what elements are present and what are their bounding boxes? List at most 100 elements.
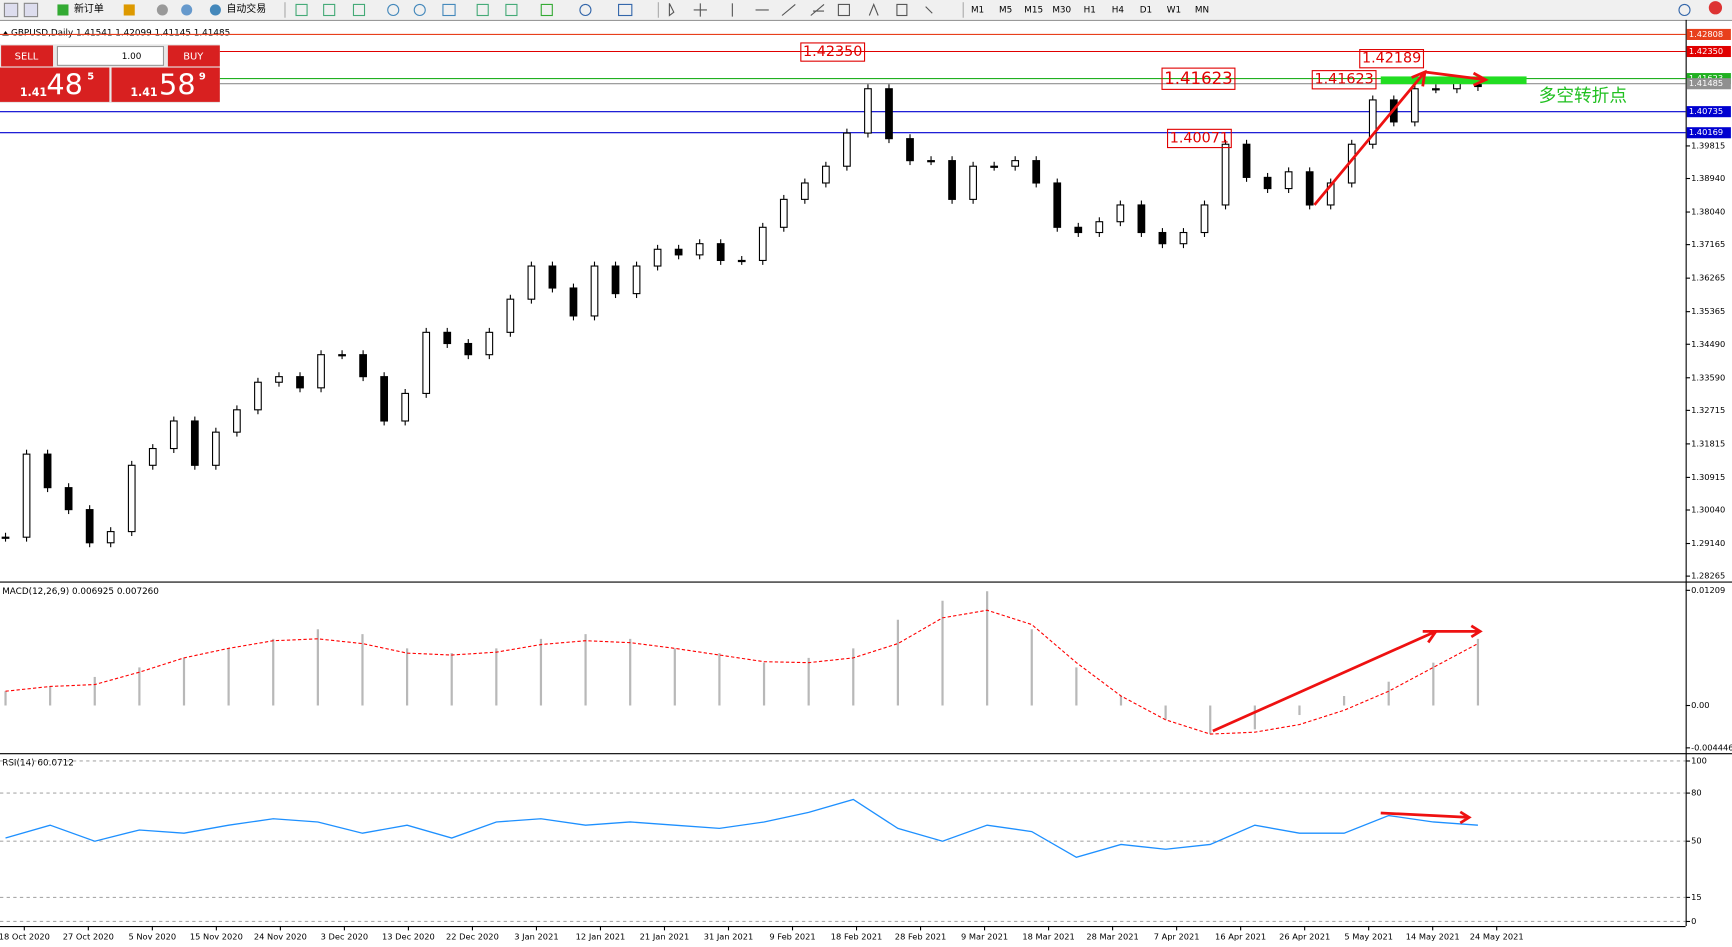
auto-trading[interactable]: 自动交易 [226, 2, 266, 15]
timeframe[interactable]: D1 [1140, 5, 1152, 15]
candle [716, 243, 725, 262]
candle [674, 248, 683, 256]
icon[interactable] [209, 4, 221, 16]
trendline-tool[interactable] [781, 4, 796, 16]
timeframe[interactable]: M15 [1024, 5, 1043, 15]
icon[interactable] [579, 3, 592, 17]
x-tick-label: 15 Nov 2020 [190, 932, 243, 942]
price-level-label: 1.41485 [1689, 78, 1723, 88]
candle [864, 88, 872, 134]
candle [106, 531, 115, 544]
icon[interactable] [505, 3, 518, 17]
candle [779, 198, 788, 228]
icon[interactable] [123, 4, 135, 16]
sell-price-box[interactable] [0, 67, 110, 102]
icon[interactable] [442, 3, 456, 17]
candle [22, 453, 31, 538]
text-tool[interactable] [868, 2, 879, 16]
plot: GBPUSD,Daily 1.41541 1.42099 1.41145 1.4… [0, 29, 1732, 942]
icon[interactable] [540, 3, 553, 17]
x-tick-label: 26 Apr 2021 [1279, 932, 1330, 942]
candle [948, 160, 956, 200]
buy-label[interactable]: BUY [183, 51, 204, 62]
candle [1011, 160, 1020, 167]
icon[interactable] [618, 3, 633, 17]
y-tick-label: 1.36265 [1691, 273, 1725, 283]
candle [1263, 176, 1272, 190]
timeframe[interactable]: M30 [1052, 5, 1071, 15]
candle [843, 132, 851, 167]
pane-title: GBPUSD,Daily 1.41541 1.42099 1.41145 1.4… [11, 29, 230, 39]
candle [1432, 88, 1440, 91]
lot-input[interactable] [56, 45, 165, 66]
new-order[interactable]: 新订单 [74, 2, 104, 15]
sell-price-head: 1.41 [20, 86, 47, 99]
x-tick-label: 24 Nov 2020 [254, 932, 307, 942]
arrow-tool[interactable] [925, 6, 933, 14]
channel-tool[interactable] [810, 4, 825, 16]
x-tick-label: 5 May 2021 [1344, 932, 1393, 942]
x-tick-label: 18 Oct 2020 [0, 932, 50, 942]
x-tick-label: 22 Dec 2020 [446, 932, 499, 942]
y-tick-label: 1.30040 [1691, 504, 1725, 514]
icon[interactable] [352, 3, 366, 17]
y-tick-label: 1.29140 [1691, 538, 1725, 548]
crosshair-tool[interactable] [693, 3, 707, 17]
lot[interactable]: 1.00 [122, 52, 142, 62]
buy-price-box[interactable] [111, 67, 220, 102]
label-tool[interactable] [896, 3, 908, 17]
candle [590, 265, 599, 317]
icon[interactable] [387, 3, 400, 17]
sell-button[interactable] [1, 45, 54, 67]
candle [359, 354, 367, 378]
timeframe[interactable]: M5 [999, 5, 1012, 15]
candle [422, 331, 431, 394]
annotation-box [1167, 128, 1232, 149]
candle [611, 265, 620, 295]
buy-price-main: 58 [159, 67, 196, 101]
pane-title: MACD(12,26,9) 0.006925 0.007260 [2, 587, 159, 597]
sell-label[interactable]: SELL [15, 51, 39, 62]
icon[interactable] [156, 4, 168, 16]
y-tick-label: 0.01209 [1691, 585, 1725, 595]
fibo-tool[interactable] [837, 3, 850, 17]
candle [1284, 171, 1293, 190]
timeframe[interactable]: M1 [971, 5, 984, 15]
x-tick-label: 21 Jan 2021 [640, 932, 690, 942]
icon[interactable] [23, 2, 39, 18]
cursor-tool[interactable] [668, 3, 675, 17]
annotation: 1.41623 [1164, 69, 1232, 88]
candle [548, 265, 557, 289]
timeframe[interactable]: H1 [1084, 5, 1096, 15]
icon[interactable] [323, 3, 336, 17]
y-tick-label: 1.28265 [1691, 571, 1725, 581]
price-level-label: 1.42350 [1689, 46, 1723, 56]
price-level-tag [1686, 45, 1731, 58]
buy-button[interactable] [167, 45, 220, 67]
search[interactable] [1678, 3, 1691, 17]
timeframe[interactable]: W1 [1167, 5, 1181, 15]
timeframe[interactable]: H4 [1112, 5, 1125, 15]
timeframe[interactable]: MN [1195, 5, 1209, 15]
x-tick-label: 3 Jan 2021 [514, 932, 558, 942]
candle [485, 331, 494, 356]
candle [338, 354, 346, 357]
icon[interactable] [181, 4, 193, 16]
candle [695, 243, 704, 256]
icon[interactable] [476, 3, 489, 17]
trade-panel: SELL 1.00 BUY 1.41 48 5 1.41 58 9 [0, 44, 220, 104]
candle [275, 376, 283, 383]
candle [1053, 182, 1062, 228]
annotation-box [800, 42, 866, 62]
candle [1179, 231, 1188, 245]
icon[interactable] [295, 3, 308, 17]
notification[interactable] [1708, 1, 1723, 15]
candle [1, 536, 10, 539]
icon[interactable] [413, 3, 426, 17]
candle [990, 165, 999, 168]
price-level-label: 1.42808 [1689, 29, 1723, 39]
candle [296, 376, 304, 389]
x-tick-label: 14 May 2021 [1406, 932, 1460, 942]
x-tick-label: 28 Mar 2021 [1086, 932, 1138, 942]
icon[interactable] [3, 2, 19, 18]
